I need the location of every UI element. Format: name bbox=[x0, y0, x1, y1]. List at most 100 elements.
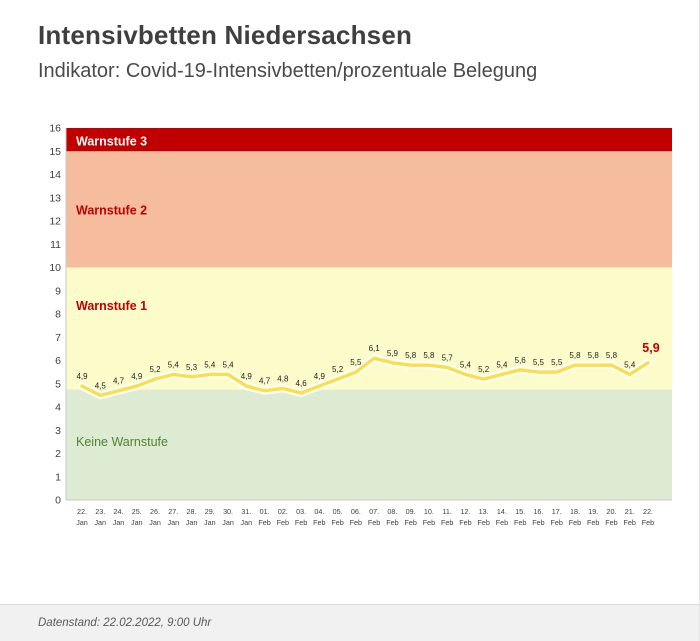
x-tick-day: 14. bbox=[497, 507, 507, 516]
band-keine-warnstufe bbox=[66, 389, 672, 500]
x-tick-month: Jan bbox=[186, 518, 198, 527]
x-tick-day: 29. bbox=[205, 507, 215, 516]
value-label: 5,2 bbox=[149, 365, 161, 374]
y-tick-label: 11 bbox=[50, 239, 61, 251]
x-tick-month: Feb bbox=[331, 518, 343, 527]
x-tick-day: 30. bbox=[223, 507, 233, 516]
x-tick-day: 04. bbox=[314, 507, 324, 516]
value-label: 5,8 bbox=[606, 351, 618, 360]
x-tick-day: 20. bbox=[606, 507, 616, 516]
x-tick-day: 23. bbox=[95, 507, 105, 516]
x-tick-month: Jan bbox=[113, 518, 125, 527]
value-label: 5,5 bbox=[350, 358, 362, 367]
value-label: 5,5 bbox=[533, 358, 545, 367]
value-label: 5,4 bbox=[624, 360, 636, 369]
x-tick-month: Feb bbox=[423, 518, 435, 527]
x-tick-day: 06. bbox=[351, 507, 361, 516]
band-label-keine-warnstufe: Keine Warnstufe bbox=[76, 435, 168, 449]
value-label: 5,8 bbox=[588, 351, 600, 360]
x-tick-month: Jan bbox=[204, 518, 216, 527]
x-tick-day: 05. bbox=[333, 507, 343, 516]
current-value-label: 5,9 bbox=[642, 341, 659, 355]
y-tick-label: 4 bbox=[55, 402, 61, 414]
footer: Datenstand: 22.02.2022, 9:00 Uhr bbox=[0, 604, 699, 641]
x-tick-day: 25. bbox=[132, 507, 142, 516]
value-label: 4,5 bbox=[95, 381, 107, 390]
band-label-warnstufe-2: Warnstufe 2 bbox=[76, 204, 147, 218]
x-tick-day: 01. bbox=[260, 507, 270, 516]
y-tick-label: 1 bbox=[55, 471, 61, 483]
x-tick-month: Feb bbox=[459, 518, 471, 527]
value-label: 5,8 bbox=[569, 351, 581, 360]
x-tick-day: 13. bbox=[479, 507, 489, 516]
y-tick-label: 9 bbox=[55, 285, 61, 297]
value-label: 5,6 bbox=[515, 356, 527, 365]
value-label: 5,4 bbox=[460, 360, 472, 369]
x-tick-day: 02. bbox=[278, 507, 288, 516]
x-tick-day: 22. bbox=[77, 507, 87, 516]
value-label: 4,6 bbox=[296, 379, 308, 388]
value-label: 5,2 bbox=[478, 365, 490, 374]
intensive-care-occupancy-chart: Keine Warnstufe Warnstufe 1 Warnstufe 2 War… bbox=[34, 116, 684, 546]
y-tick-label: 3 bbox=[55, 425, 61, 437]
value-label: 5,4 bbox=[204, 360, 216, 369]
x-tick-day: 31. bbox=[241, 507, 251, 516]
x-tick-day: 12. bbox=[460, 507, 470, 516]
x-tick-month: Feb bbox=[295, 518, 307, 527]
value-label: 5,5 bbox=[551, 358, 563, 367]
value-label: 5,8 bbox=[423, 351, 435, 360]
x-tick-day: 21. bbox=[625, 507, 635, 516]
x-tick-day: 26. bbox=[150, 507, 160, 516]
x-tick-month: Jan bbox=[94, 518, 106, 527]
x-tick-month: Feb bbox=[642, 518, 654, 527]
x-tick-month: Feb bbox=[477, 518, 489, 527]
band-label-warnstufe-1: Warnstufe 1 bbox=[76, 299, 147, 313]
x-tick-month: Jan bbox=[167, 518, 179, 527]
x-tick-month: Feb bbox=[350, 518, 362, 527]
x-tick-day: 15. bbox=[515, 507, 525, 516]
value-label: 5,4 bbox=[496, 360, 508, 369]
x-tick-month: Feb bbox=[605, 518, 617, 527]
page-subtitle: Indikator: Covid-19-Intensivbetten/proze… bbox=[38, 60, 538, 82]
y-tick-label: 2 bbox=[55, 448, 61, 460]
band-warnstufe-2 bbox=[66, 151, 672, 268]
y-tick-label: 10 bbox=[49, 262, 61, 274]
y-tick-label: 14 bbox=[49, 169, 61, 181]
x-tick-month: Feb bbox=[368, 518, 380, 527]
x-tick-month: Jan bbox=[149, 518, 161, 527]
value-label: 4,9 bbox=[76, 372, 88, 381]
value-label: 5,9 bbox=[387, 349, 399, 358]
band-label-warnstufe-3: Warnstufe 3 bbox=[76, 134, 147, 148]
value-label: 5,3 bbox=[186, 363, 198, 372]
x-tick-day: 27. bbox=[168, 507, 178, 516]
value-label: 4,7 bbox=[259, 377, 271, 386]
x-tick-month: Jan bbox=[222, 518, 234, 527]
x-tick-month: Feb bbox=[496, 518, 508, 527]
value-label: 5,7 bbox=[442, 353, 454, 362]
header: Intensivbetten Niedersachsen Indikator: … bbox=[0, 0, 699, 83]
page-title: Intensivbetten Niedersachsen bbox=[38, 20, 413, 50]
value-label: 5,2 bbox=[332, 365, 344, 374]
x-tick-day: 10. bbox=[424, 507, 434, 516]
value-label: 4,9 bbox=[241, 372, 253, 381]
value-label: 5,4 bbox=[223, 360, 235, 369]
band-warnstufe-3 bbox=[66, 128, 672, 152]
x-tick-day: 11. bbox=[442, 507, 451, 516]
chart-canvas: Keine Warnstufe Warnstufe 1 Warnstufe 2 War… bbox=[49, 123, 672, 527]
x-tick-day: 07. bbox=[369, 507, 379, 516]
x-tick-day: 08. bbox=[387, 507, 397, 516]
x-tick-month: Feb bbox=[441, 518, 453, 527]
x-tick-month: Feb bbox=[587, 518, 599, 527]
y-tick-label: 5 bbox=[55, 378, 61, 390]
y-tick-label: 8 bbox=[55, 309, 61, 321]
x-tick-day: 09. bbox=[406, 507, 416, 516]
y-tick-label: 12 bbox=[49, 216, 61, 228]
x-tick-day: 17. bbox=[552, 507, 562, 516]
y-tick-label: 15 bbox=[49, 146, 61, 158]
y-tick-label: 7 bbox=[55, 332, 61, 344]
series-line bbox=[80, 356, 650, 398]
value-label: 4,7 bbox=[113, 377, 125, 386]
x-tick-day: 24. bbox=[114, 507, 124, 516]
y-tick-label: 0 bbox=[55, 495, 61, 507]
